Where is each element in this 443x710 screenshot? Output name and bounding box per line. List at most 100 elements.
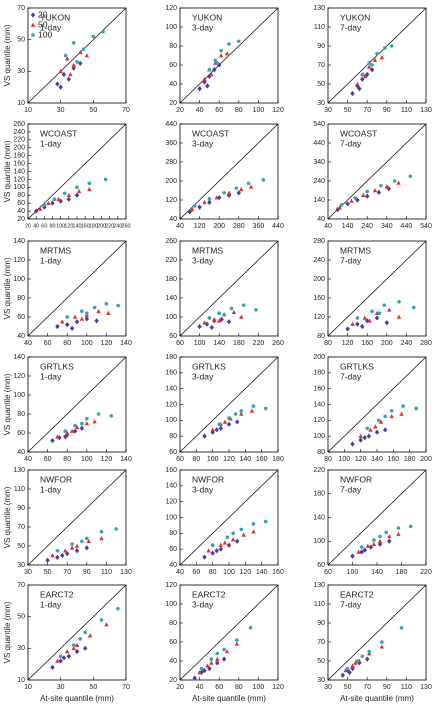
y-tick-label: 240 [313,178,325,185]
point [365,189,370,194]
point [42,203,47,207]
y-tick-label: 220 [13,137,25,144]
y-tick-label: 70 [17,5,25,12]
y-tick-label: 120 [165,197,177,204]
plot-frame [27,7,127,104]
x-tick-label: 120 [272,684,284,691]
panel-title: NWFOR [340,474,372,484]
y-axis-label: VS quantile (mm) [3,373,12,435]
point [237,39,241,44]
point [357,660,362,666]
point [226,190,232,195]
x-tick-label: 200 [381,340,393,347]
point [383,46,387,50]
x-tick-label: 220 [253,340,265,347]
x-tick-label: 160 [361,340,373,347]
x-tick-label: 40 [24,456,32,463]
legend-label: 50 [38,19,48,29]
point [61,71,67,78]
y-tick-label: 140 [165,386,177,393]
point [69,428,75,433]
point [65,649,70,654]
point [96,412,101,416]
point [357,86,362,92]
point [103,177,108,182]
point [396,180,401,185]
panel-title: NWFOR [192,474,224,484]
point [116,303,120,308]
y-tick-label: 180 [165,276,177,283]
panel-title: WCOAST [40,128,77,138]
point [219,48,223,53]
y-tick-label: 540 [313,121,325,128]
y-tick-label: 130 [313,582,325,589]
point [218,425,224,431]
point [359,545,364,549]
panel-subtitle: 3-day [192,599,214,609]
x-tick-label: 10 [24,684,32,691]
y-tick-label: 50 [17,543,25,550]
x-tick-label: 160 [256,456,268,463]
y-tick-label: 80 [317,333,325,340]
point [74,548,80,554]
point [222,312,226,317]
point [84,53,89,58]
x-tick-label: 140 [371,569,383,576]
point [219,316,224,322]
point [63,429,68,433]
point [387,538,392,544]
y-tick-label: 60 [169,333,177,340]
y-tick-label: 40 [17,208,25,215]
point [350,553,355,559]
y-tick-label: 140 [13,238,25,245]
point [239,186,244,192]
y-tick-label: 90 [17,505,25,512]
one-to-one-line [27,123,127,220]
x-tick-label: 10 [24,107,32,114]
panel-subtitle: 7-day [340,22,362,32]
point [236,190,241,196]
x-tick-label: 100 [338,456,350,463]
x-tick-label: 50 [44,569,52,576]
point [92,419,97,424]
x-tick-label: 130 [420,684,432,691]
point [70,542,74,546]
x-tick-label: 100 [56,223,65,229]
point [78,60,83,67]
point [212,316,217,322]
point [350,441,355,447]
point [234,538,240,544]
point [227,42,231,46]
point [234,641,240,646]
point [46,200,51,205]
plot-frame [179,7,279,104]
y-tick-label: 50 [317,81,325,88]
x-tick-label: 100 [223,569,235,576]
point [60,319,65,324]
y-tick-label: 120 [13,257,25,264]
x-tick-label: 160 [387,456,399,463]
y-tick-label: 90 [317,620,325,627]
point [214,548,219,554]
point [376,418,381,423]
point [384,530,388,535]
x-tick-label: 180 [89,223,98,229]
point [218,542,224,548]
plot-frame [179,240,279,337]
y-tick-label: 30 [17,68,25,75]
x-tick-label: 220 [105,223,114,229]
x-tick-label: 100 [253,684,265,691]
x-tick-label: 50 [89,107,97,114]
y-tick-label: 140 [165,295,177,302]
one-to-one-line [327,7,427,104]
point [399,625,404,630]
x-tick-label: 30 [57,684,65,691]
panel-title: GRTLKS [340,361,374,371]
point [396,314,402,319]
point [210,543,215,548]
y-tick-label: 200 [165,178,177,185]
point [387,307,392,312]
y-tick-label: 40 [317,216,325,223]
x-tick-label: 120 [355,456,367,463]
x-tick-label: 20 [25,223,31,229]
